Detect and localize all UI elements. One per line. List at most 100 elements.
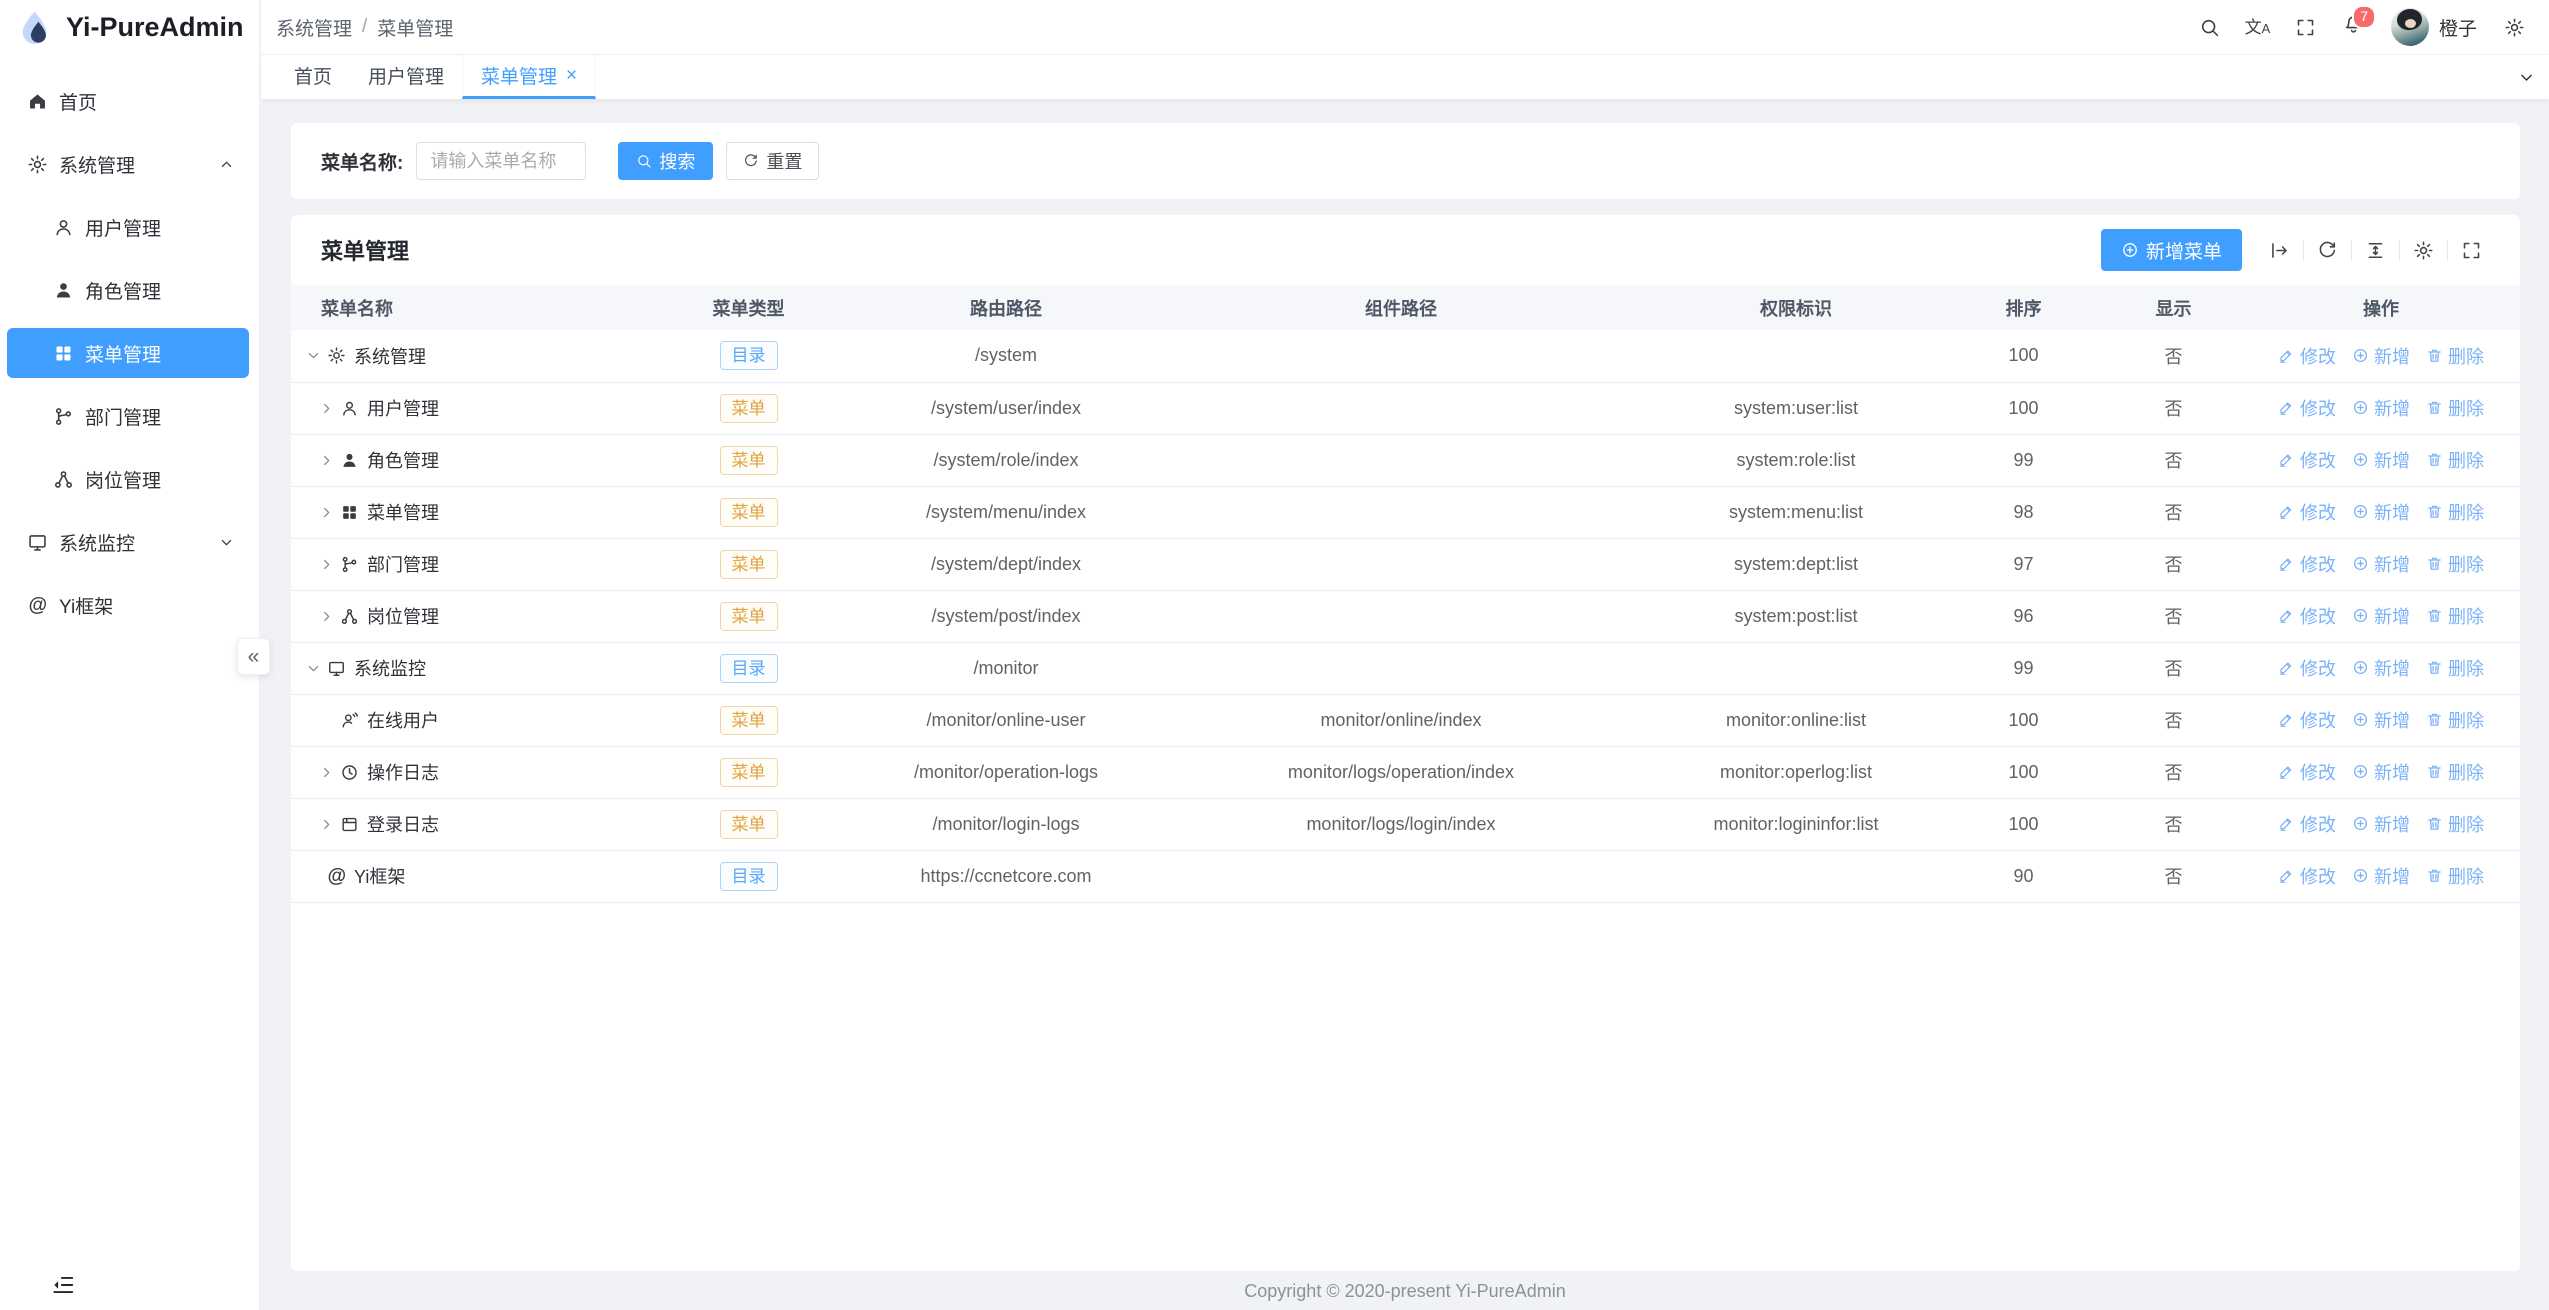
sidebar-item-monitor[interactable]: 系统监控: [7, 517, 249, 567]
visible-cell: 否: [2106, 434, 2241, 487]
table-row: 在线用户 菜单/monitor/online-user monitor/online…: [291, 694, 2520, 747]
op-label: 新增: [2374, 554, 2410, 575]
sidebar-item-user[interactable]: 用户管理: [7, 202, 249, 252]
sidebar-item-label: 菜单管理: [85, 344, 162, 366]
row-delete-link[interactable]: 删除: [2426, 811, 2484, 837]
search-icon[interactable]: [2199, 17, 2220, 38]
tab-dropdown-button[interactable]: [2503, 55, 2549, 99]
row-add-link[interactable]: 新增: [2352, 603, 2410, 629]
row-delete-link[interactable]: 删除: [2426, 707, 2484, 733]
plus-circle-icon: [2352, 659, 2369, 676]
notifications-button[interactable]: 7: [2343, 5, 2376, 40]
plus-circle-icon: [2121, 241, 2139, 259]
row-edit-link[interactable]: 修改: [2278, 551, 2336, 577]
sidebar-item-role[interactable]: 角色管理: [7, 265, 249, 315]
row-add-link[interactable]: 新增: [2352, 811, 2410, 837]
add-menu-button[interactable]: 新增菜单: [2100, 229, 2242, 271]
row-edit-link[interactable]: 修改: [2278, 603, 2336, 629]
row-add-link[interactable]: 新增: [2352, 655, 2410, 681]
row-edit-link[interactable]: 修改: [2278, 811, 2336, 837]
tool-density-icon[interactable]: [2352, 239, 2400, 261]
menu-type-badge: 菜单: [719, 757, 778, 787]
user-icon: [340, 399, 359, 418]
row-edit-link[interactable]: 修改: [2278, 447, 2336, 473]
row-delete-link[interactable]: 删除: [2426, 447, 2484, 473]
menu-name-label: 岗位管理: [367, 607, 439, 627]
row-expand-arrow[interactable]: [306, 348, 321, 363]
row-add-link[interactable]: 新增: [2352, 343, 2410, 369]
row-delete-link[interactable]: 删除: [2426, 655, 2484, 681]
sidebar-item-post[interactable]: 岗位管理: [7, 454, 249, 504]
user-menu[interactable]: 橙子: [2390, 8, 2477, 46]
row-delete-link[interactable]: 删除: [2426, 551, 2484, 577]
row-delete-link[interactable]: 删除: [2426, 603, 2484, 629]
component-cell: [1151, 330, 1651, 383]
menu-fold-icon[interactable]: [50, 1272, 76, 1298]
row-delete-link[interactable]: 删除: [2426, 343, 2484, 369]
row-add-link[interactable]: 新增: [2352, 759, 2410, 785]
permission-cell: [1651, 850, 1941, 903]
breadcrumb: 系统管理 / 菜单管理: [276, 14, 453, 41]
row-add-link[interactable]: 新增: [2352, 447, 2410, 473]
row-add-link[interactable]: 新增: [2352, 707, 2410, 733]
row-expand-arrow[interactable]: [319, 505, 334, 520]
row-edit-link[interactable]: 修改: [2278, 395, 2336, 421]
op-label: 新增: [2374, 762, 2410, 783]
sidebar-item-home[interactable]: 首页: [7, 76, 249, 126]
row-expand-arrow[interactable]: [306, 661, 321, 676]
tool-expand-rows-icon[interactable]: [2256, 239, 2304, 261]
settings-gear-icon[interactable]: [2504, 17, 2525, 38]
row-expand-arrow[interactable]: [319, 401, 334, 416]
row-edit-link[interactable]: 修改: [2278, 863, 2336, 889]
logo-row[interactable]: Yi-PureAdmin: [0, 0, 259, 55]
row-delete-link[interactable]: 删除: [2426, 499, 2484, 525]
row-edit-link[interactable]: 修改: [2278, 343, 2336, 369]
sort-cell: 98: [1941, 486, 2106, 539]
row-expand-arrow[interactable]: [319, 609, 334, 624]
visible-cell: 否: [2106, 694, 2241, 747]
row-expand-arrow[interactable]: [319, 765, 334, 780]
row-expand-arrow[interactable]: [319, 453, 334, 468]
row-add-link[interactable]: 新增: [2352, 395, 2410, 421]
tool-column-settings-icon[interactable]: [2400, 239, 2448, 261]
row-delete-link[interactable]: 删除: [2426, 759, 2484, 785]
tab-菜单管理[interactable]: 菜单管理 ×: [462, 55, 597, 99]
tab-用户管理[interactable]: 用户管理: [350, 55, 462, 99]
chevron-down-icon: [2518, 69, 2535, 86]
menu-name-input[interactable]: [416, 142, 587, 180]
tab-首页[interactable]: 首页: [276, 55, 350, 99]
sidebar-collapse-button[interactable]: «: [237, 638, 270, 675]
sidebar-item-dept[interactable]: 部门管理: [7, 391, 249, 441]
translate-icon[interactable]: 文A: [2244, 17, 2271, 37]
breadcrumb-item-system[interactable]: 系统管理: [276, 18, 353, 40]
row-expand-arrow[interactable]: [319, 557, 334, 572]
row-add-link[interactable]: 新增: [2352, 863, 2410, 889]
row-add-link[interactable]: 新增: [2352, 551, 2410, 577]
row-edit-link[interactable]: 修改: [2278, 707, 2336, 733]
row-delete-link[interactable]: 删除: [2426, 863, 2484, 889]
sort-cell: 96: [1941, 590, 2106, 643]
sidebar-item-gear[interactable]: 系统管理: [7, 139, 249, 189]
row-edit-link[interactable]: 修改: [2278, 499, 2336, 525]
sidebar-item-menu-grid[interactable]: 菜单管理: [7, 328, 249, 378]
breadcrumb-item-menu[interactable]: 菜单管理: [377, 18, 454, 40]
fullscreen-icon[interactable]: [2295, 17, 2316, 38]
row-delete-link[interactable]: 删除: [2426, 395, 2484, 421]
row-expand-arrow[interactable]: [319, 817, 334, 832]
row-edit-link[interactable]: 修改: [2278, 655, 2336, 681]
tool-refresh-icon[interactable]: [2304, 239, 2352, 261]
reset-button[interactable]: 重置: [726, 142, 820, 180]
tab-close-icon[interactable]: ×: [566, 64, 578, 86]
row-edit-link[interactable]: 修改: [2278, 759, 2336, 785]
search-panel: 菜单名称: 搜索 重置: [291, 123, 2520, 199]
table-row: 系统监控 目录/monitor 99 否 修改 新增 删除: [291, 642, 2520, 695]
menu-type-badge: 目录: [719, 653, 778, 683]
row-add-link[interactable]: 新增: [2352, 499, 2410, 525]
search-button[interactable]: 搜索: [618, 142, 714, 180]
tool-fullscreen-icon[interactable]: [2448, 240, 2495, 261]
gear-icon: [327, 346, 346, 365]
menu-type-badge: 菜单: [719, 809, 778, 839]
component-cell: [1151, 434, 1651, 487]
sidebar-item-at[interactable]: @ Yi框架: [7, 580, 249, 630]
route-cell: /monitor/login-logs: [861, 798, 1151, 851]
